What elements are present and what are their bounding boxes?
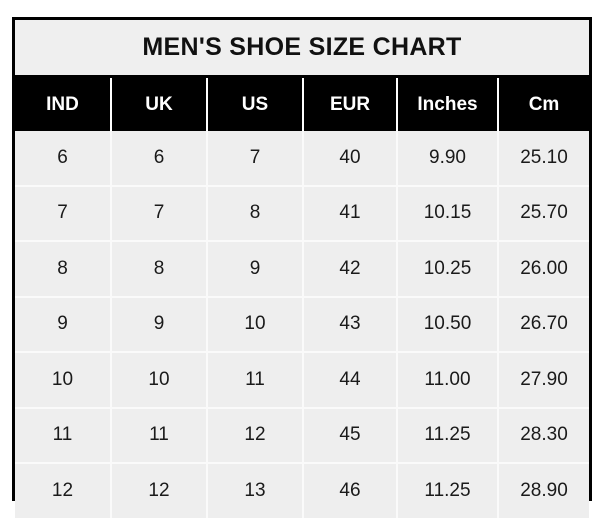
cell-us: 10 [207,296,304,353]
table-row: 12 12 13 46 11.25 28.90 [15,463,589,518]
column-header-cm: Cm [498,78,589,131]
cell-ind: 8 [15,241,112,298]
table-row: 9 9 10 43 10.50 26.70 [15,296,589,353]
cell-inches: 11.25 [397,463,499,518]
cell-us: 9 [207,241,304,298]
cell-ind: 6 [15,131,112,187]
cell-inches: 10.15 [397,185,499,242]
cell-uk: 6 [111,131,208,187]
table-row: 8 8 9 42 10.25 26.00 [15,241,589,298]
cell-inches: 11.25 [397,407,499,464]
cell-us: 11 [207,352,304,409]
cell-us: 8 [207,185,304,242]
cell-uk: 10 [111,352,208,409]
cell-ind: 11 [15,407,112,464]
cell-uk: 8 [111,241,208,298]
column-header-eur: EUR [303,78,398,131]
table-row: 6 6 7 40 9.90 25.10 [15,131,589,187]
table-header-row: IND UK US EUR Inches Cm [15,78,589,131]
cell-uk: 11 [111,407,208,464]
cell-inches: 10.25 [397,241,499,298]
column-header-ind: IND [15,78,112,131]
cell-cm: 28.30 [498,407,589,464]
table-header: IND UK US EUR Inches Cm [15,78,589,131]
table-row: 10 10 11 44 11.00 27.90 [15,352,589,409]
cell-uk: 12 [111,463,208,518]
cell-eur: 45 [303,407,398,464]
cell-cm: 25.70 [498,185,589,242]
cell-us: 13 [207,463,304,518]
cell-ind: 9 [15,296,112,353]
cell-cm: 27.90 [498,352,589,409]
chart-title-band: MEN'S SHOE SIZE CHART [15,20,589,78]
cell-uk: 7 [111,185,208,242]
cell-cm: 26.00 [498,241,589,298]
cell-cm: 28.90 [498,463,589,518]
cell-cm: 25.10 [498,131,589,187]
cell-inches: 11.00 [397,352,499,409]
cell-ind: 7 [15,185,112,242]
column-header-us: US [207,78,304,131]
cell-eur: 42 [303,241,398,298]
cell-eur: 41 [303,185,398,242]
cell-eur: 44 [303,352,398,409]
shoe-size-chart-container: MEN'S SHOE SIZE CHART IND UK US EUR Inch… [12,17,592,518]
page-title: MEN'S SHOE SIZE CHART [142,33,462,61]
table-row: 11 11 12 45 11.25 28.30 [15,407,589,464]
cell-inches: 10.50 [397,296,499,353]
size-chart-table: IND UK US EUR Inches Cm 6 6 7 40 9.90 25… [15,78,589,518]
cell-eur: 46 [303,463,398,518]
table-row: 7 7 8 41 10.15 25.70 [15,185,589,242]
cell-eur: 40 [303,131,398,187]
column-header-inches: Inches [397,78,499,131]
cell-uk: 9 [111,296,208,353]
cell-us: 7 [207,131,304,187]
cell-cm: 26.70 [498,296,589,353]
cell-ind: 12 [15,463,112,518]
cell-us: 12 [207,407,304,464]
cell-eur: 43 [303,296,398,353]
cell-ind: 10 [15,352,112,409]
cell-inches: 9.90 [397,131,499,187]
table-body: 6 6 7 40 9.90 25.10 7 7 8 41 10.15 25.70… [15,131,589,518]
column-header-uk: UK [111,78,208,131]
